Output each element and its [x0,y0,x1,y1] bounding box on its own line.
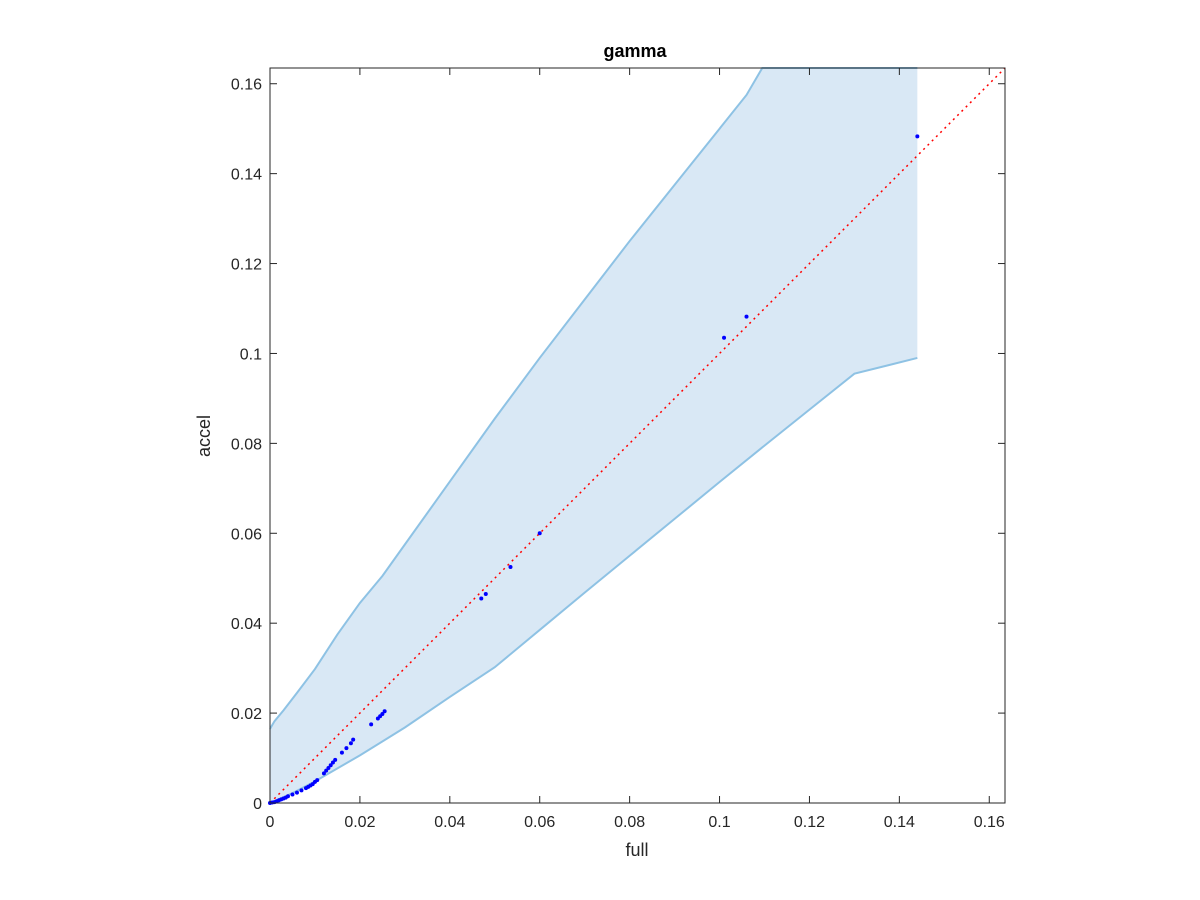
data-point [324,768,329,773]
data-point [483,591,488,596]
data-point [380,711,385,716]
data-point [321,771,326,776]
data-point [330,760,335,765]
y-tick-label: 0.08 [231,436,262,453]
data-point [915,134,920,139]
y-tick-label: 0 [253,796,262,813]
y-tick-label: 0.12 [231,257,262,274]
chart-title: gamma [603,41,667,61]
data-point [344,746,349,751]
data-point [315,778,320,783]
data-point [479,596,484,601]
data-point [537,531,542,536]
data-point [744,314,749,319]
y-tick-label: 0.02 [231,706,262,723]
band-fill [270,68,918,803]
data-point [326,765,331,770]
data-point [369,722,374,727]
plot-frame [269,67,1006,804]
y-tick-label: 0.16 [231,77,262,94]
data-points [268,134,920,805]
data-point [348,741,353,746]
data-point [722,335,727,340]
data-point [508,564,513,569]
x-tick-label: 0.02 [344,814,375,831]
x-axis-label: full [625,840,648,860]
x-axis-ticks: 0 0.02 0.04 0.06 0.08 0.1 0.12 0.14 0.16 [266,68,1005,831]
x-tick-label: 0 [266,814,275,831]
x-tick-label: 0.06 [524,814,555,831]
y-tick-label: 0.14 [231,167,262,184]
x-tick-label: 0.16 [974,814,1005,831]
data-point [290,792,295,797]
x-tick-label: 0.1 [708,814,730,831]
data-point [294,790,299,795]
data-point [339,750,344,755]
y-tick-label: 0.06 [231,526,262,543]
y-tick-label: 0.04 [231,616,262,633]
band-lower-edge [269,356,918,804]
data-point [333,757,338,762]
confidence-band [269,67,918,804]
x-tick-label: 0.08 [614,814,645,831]
y-tick-label: 0.1 [240,346,262,363]
data-point [382,709,387,714]
y-axis-label: accel [194,415,214,457]
data-point [351,737,356,742]
x-tick-label: 0.04 [434,814,465,831]
data-point [285,794,290,799]
x-tick-label: 0.12 [794,814,825,831]
x-tick-label: 0.14 [884,814,915,831]
y-axis-ticks: 0 0.02 0.04 0.06 0.08 0.1 0.12 0.14 0.16 [231,77,1005,813]
band-upper-edge [269,67,918,730]
data-point [328,763,333,768]
data-point [299,788,304,793]
